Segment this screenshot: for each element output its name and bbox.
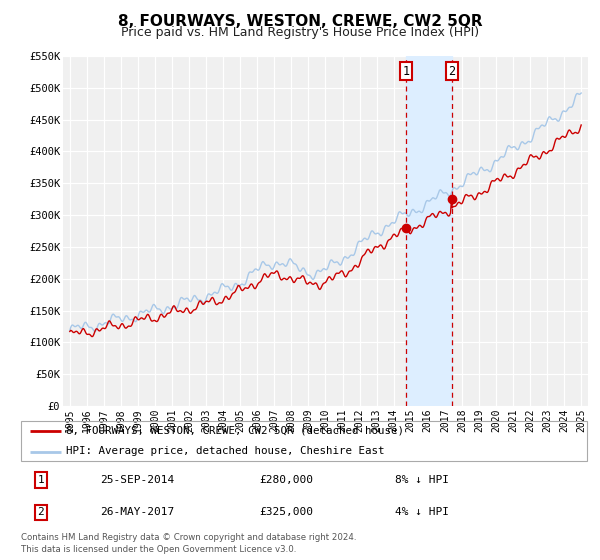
Text: Price paid vs. HM Land Registry's House Price Index (HPI): Price paid vs. HM Land Registry's House … bbox=[121, 26, 479, 39]
Text: Contains HM Land Registry data © Crown copyright and database right 2024.: Contains HM Land Registry data © Crown c… bbox=[21, 533, 356, 542]
Text: 8, FOURWAYS, WESTON, CREWE, CW2 5QR: 8, FOURWAYS, WESTON, CREWE, CW2 5QR bbox=[118, 14, 482, 29]
Text: 26-MAY-2017: 26-MAY-2017 bbox=[100, 507, 175, 517]
Text: 2: 2 bbox=[448, 65, 455, 78]
Text: 2: 2 bbox=[37, 507, 44, 517]
Text: 8% ↓ HPI: 8% ↓ HPI bbox=[395, 475, 449, 486]
Text: 1: 1 bbox=[37, 475, 44, 486]
Text: £325,000: £325,000 bbox=[259, 507, 313, 517]
Text: HPI: Average price, detached house, Cheshire East: HPI: Average price, detached house, Ches… bbox=[67, 446, 385, 456]
Bar bbox=[406, 56, 452, 406]
Text: This data is licensed under the Open Government Licence v3.0.: This data is licensed under the Open Gov… bbox=[21, 545, 296, 554]
Text: 25-SEP-2014: 25-SEP-2014 bbox=[100, 475, 175, 486]
Text: 8, FOURWAYS, WESTON, CREWE, CW2 5QR (detached house): 8, FOURWAYS, WESTON, CREWE, CW2 5QR (det… bbox=[67, 426, 404, 436]
Text: £280,000: £280,000 bbox=[259, 475, 313, 486]
Text: 4% ↓ HPI: 4% ↓ HPI bbox=[395, 507, 449, 517]
Text: 1: 1 bbox=[403, 65, 410, 78]
